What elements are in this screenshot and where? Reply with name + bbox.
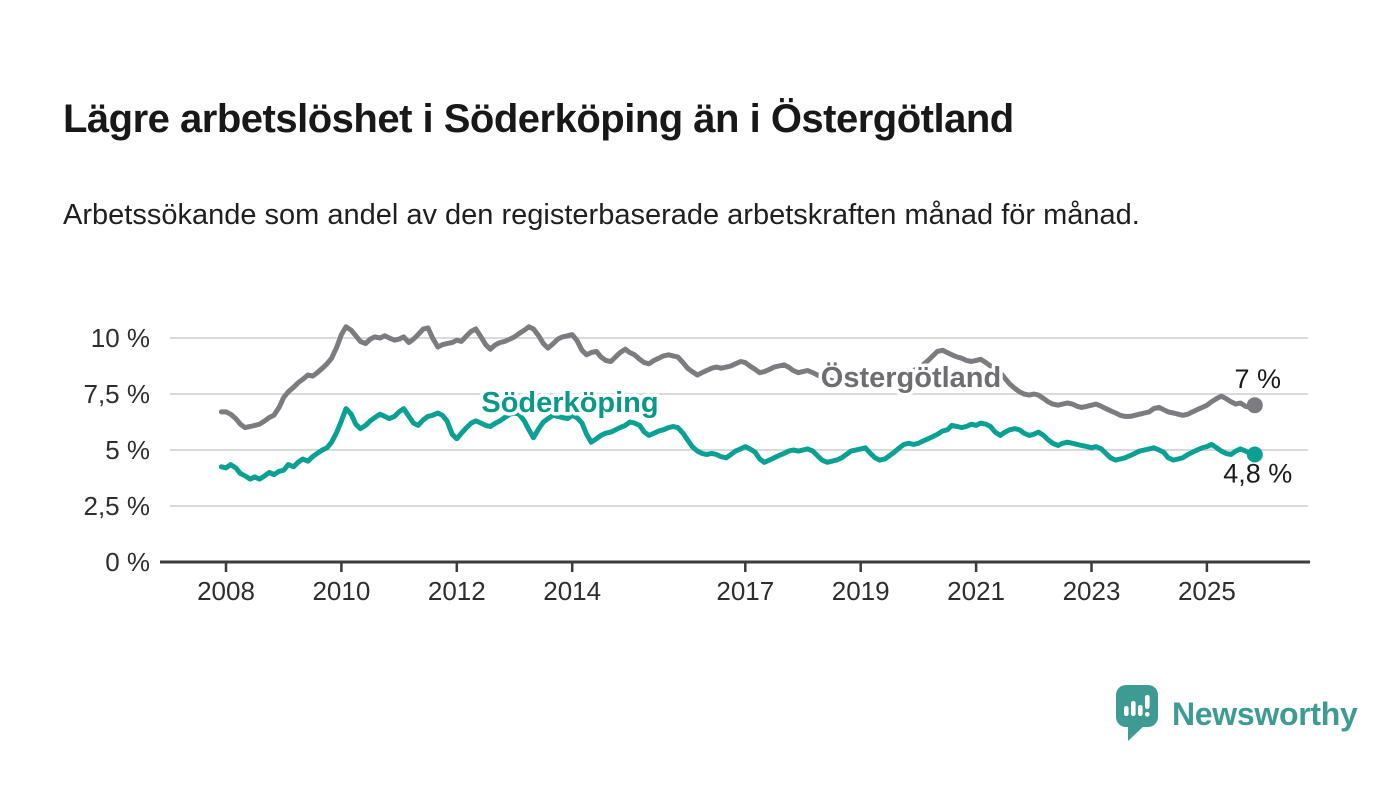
end-dot-soderkoping [1246,446,1263,463]
end-value-label-ostergotland: 7 % [1235,364,1282,394]
series-line-soderkoping [218,406,1258,482]
x-tick-label-2012: 2012 [428,576,486,606]
x-tick-label-2008: 2008 [197,576,255,606]
x-tick-label-2023: 2023 [1063,576,1121,606]
series-line-ostergotland [218,324,1258,431]
chart-subtitle: Arbetssökande som andel av den registerb… [63,199,1140,231]
newsworthy-logo-icon [1116,685,1158,741]
x-tick-label-2014: 2014 [543,576,601,606]
series-label-soderkoping: Söderköping [481,387,658,419]
y-tick-label-10: 10 % [91,323,150,353]
unemployment-line-chart: 2008 2010 2012 2014 2017 2019 2021 2023 2025 10 %… [84,323,1310,606]
speech-bubble-tail [1128,724,1146,741]
logo-exclamation-bar [1145,695,1150,709]
y-tick-label-2.5: 2,5 % [84,491,151,521]
brand-name: Newsworthy [1172,695,1358,732]
y-tick-label-7.5: 7,5 % [84,379,151,409]
x-tick-label-2010: 2010 [312,576,370,606]
x-tick-label-2019: 2019 [832,576,890,606]
y-tick-label-0: 0 % [105,547,150,577]
page-title: Lägre arbetslöshet i Söderköping än i Ös… [63,96,1014,141]
x-tick-label-2025: 2025 [1178,576,1236,606]
x-tick-label-2021: 2021 [947,576,1005,606]
newsworthy-brand: Newsworthy [1115,684,1358,744]
logo-bar-1 [1124,706,1129,716]
logo-bar-3 [1138,705,1143,716]
y-tick-label-5: 5 % [105,435,150,465]
logo-exclamation-dot [1145,712,1150,717]
series-label-ostergotland: Östergötland [821,361,1001,394]
logo-bar-2 [1131,701,1136,716]
x-tick-label-2017: 2017 [716,576,774,606]
end-value-label-soderkoping: 4,8 % [1223,458,1292,488]
end-dot-ostergotland [1246,397,1263,414]
